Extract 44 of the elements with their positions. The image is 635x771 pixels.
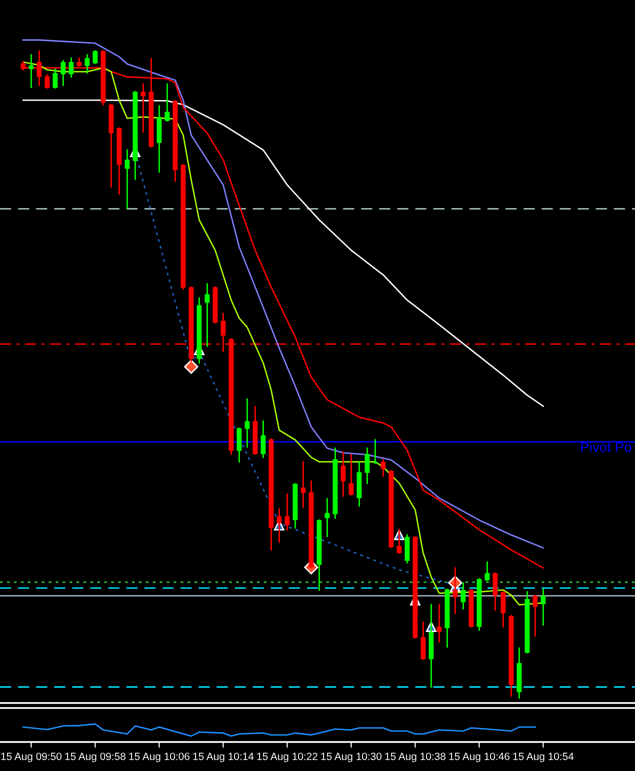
- x-tick-label: 15 Aug 10:46: [449, 752, 510, 762]
- candlestick: [324, 498, 330, 537]
- candlestick: [84, 54, 90, 74]
- candlestick: [260, 420, 266, 458]
- candlestick: [500, 591, 506, 628]
- candlestick: [364, 448, 370, 484]
- candlestick: [484, 561, 490, 581]
- candlestick: [532, 595, 538, 637]
- candlestick: [436, 604, 442, 642]
- candlestick: [124, 149, 130, 209]
- candlestick: [140, 83, 146, 133]
- candlestick: [348, 454, 354, 496]
- ref-line-label: Pivot Po: [581, 442, 632, 452]
- candlestick: [492, 572, 498, 611]
- candlestick: [68, 57, 74, 78]
- candlestick: [60, 60, 66, 86]
- candlestick: [420, 622, 426, 660]
- candlestick: [460, 582, 466, 610]
- candlestick: [44, 74, 50, 89]
- candlestick: [276, 508, 282, 543]
- candlestick: [340, 451, 346, 497]
- x-tick-label: 15 Aug 09:58: [65, 752, 126, 762]
- candlestick: [204, 283, 210, 347]
- x-tick-label: 15 Aug 09:50: [1, 752, 62, 762]
- candlestick: [404, 534, 410, 564]
- candlestick: [236, 428, 242, 463]
- x-tick-label: 15 Aug 10:22: [257, 752, 318, 762]
- candlestick: [452, 567, 458, 614]
- candlestick: [92, 50, 98, 64]
- x-tick-label: 15 Aug 10:54: [513, 752, 574, 762]
- candlestick: [244, 398, 250, 448]
- x-tick-label: 15 Aug 10:38: [385, 752, 446, 762]
- candlestick: [300, 461, 306, 508]
- x-tick-label: 15 Aug 10:30: [321, 752, 382, 762]
- candlestick: [52, 68, 58, 89]
- candlestick: [164, 83, 170, 122]
- candlestick: [380, 459, 386, 477]
- point: [184, 360, 198, 374]
- candlestick: [284, 494, 290, 530]
- candlestick: [540, 588, 546, 626]
- candlestick: [396, 529, 402, 554]
- candlestick: [28, 54, 34, 88]
- x-tick-label: 15 Aug 10:06: [129, 752, 190, 762]
- x-tick-label: 15 Aug 10:14: [193, 752, 254, 762]
